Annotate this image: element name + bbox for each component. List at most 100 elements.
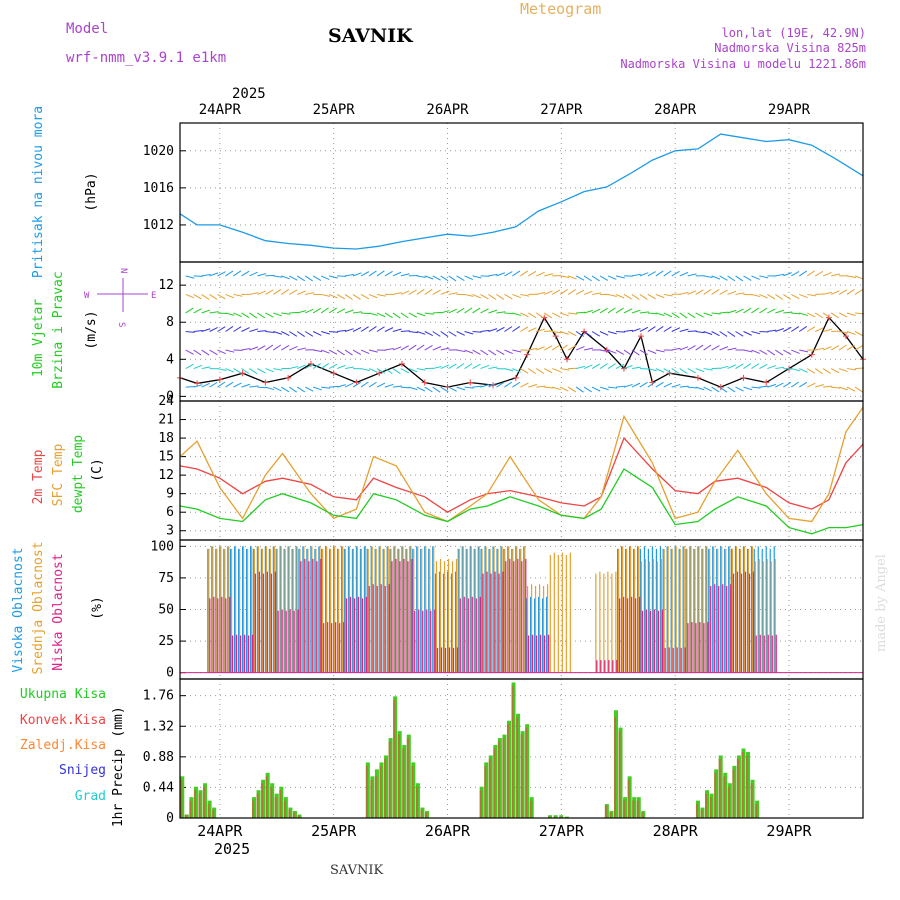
wind-barb xyxy=(552,312,561,318)
wind-barb xyxy=(679,312,688,319)
wind-barb xyxy=(241,312,250,319)
wind-barb xyxy=(193,349,202,356)
wind-speed-marker xyxy=(638,333,645,340)
wind-barb xyxy=(424,312,434,315)
precip-conv-bar xyxy=(411,765,414,818)
wind-speed-marker xyxy=(330,370,337,377)
precip-conv-bar xyxy=(292,812,295,818)
wind-barb xyxy=(289,311,299,314)
wind-barb xyxy=(185,349,194,355)
wind-barb xyxy=(233,270,242,277)
wind-barb xyxy=(440,386,449,393)
wind-barb xyxy=(846,368,857,371)
wind-barb xyxy=(312,331,322,336)
wind-barb xyxy=(671,270,680,277)
wind-barb xyxy=(631,309,641,314)
wind-barb xyxy=(687,386,697,389)
wind-barb xyxy=(623,349,632,356)
wind-barb xyxy=(408,331,418,334)
top-year-label: 2025 xyxy=(232,86,266,102)
wind-barb xyxy=(241,327,250,332)
precip-legend-grid: Zaledj.Kisa xyxy=(20,738,106,753)
wind-barb xyxy=(663,382,673,388)
wind-barb xyxy=(520,368,529,374)
wind-barb xyxy=(576,365,585,370)
wind-barb xyxy=(241,348,251,351)
wind-barb xyxy=(416,331,426,335)
precip-ytick-label: 0.44 xyxy=(143,780,174,795)
precip-conv-bar xyxy=(279,790,282,818)
wind-barb xyxy=(480,329,490,332)
temp-ylabel-1: 2m Temp xyxy=(31,449,46,504)
temp-unit: (C) xyxy=(90,458,105,481)
wind-barb xyxy=(344,309,354,314)
wind-ylabel-2: Brzina i Pravac xyxy=(51,271,66,388)
wind-barb xyxy=(193,384,203,388)
precip-legend-total: Ukupna Kisa xyxy=(20,687,106,702)
wind-barb xyxy=(759,385,769,388)
wind-barb xyxy=(583,331,592,337)
wind-barb xyxy=(743,331,752,336)
wind-barb xyxy=(719,311,729,314)
wind-barb xyxy=(814,327,824,332)
wind-barb xyxy=(472,385,482,388)
wind-barb xyxy=(512,381,521,388)
wind-barb xyxy=(281,289,290,295)
wind-barb xyxy=(480,294,489,300)
wind-barb xyxy=(480,349,489,356)
wind-barb xyxy=(304,275,313,282)
wind-barb xyxy=(695,386,705,391)
wind-barb xyxy=(432,311,442,314)
wind-barb xyxy=(408,344,417,351)
wind-barb xyxy=(273,368,283,371)
precip-conv-bar xyxy=(415,786,418,818)
wind-barb xyxy=(830,368,840,374)
precip-conv-bar xyxy=(618,731,621,818)
wind-barb xyxy=(424,289,433,295)
pressure-line-0 xyxy=(179,133,864,250)
precip-conv-bar xyxy=(265,776,268,818)
precip-conv-bar xyxy=(525,727,528,818)
wind-barb xyxy=(703,344,712,351)
wind-barb xyxy=(822,271,832,277)
wind-barb xyxy=(567,289,576,295)
wind-barb xyxy=(807,312,816,318)
wind-barb xyxy=(281,345,290,351)
footer-station: SAVNIK xyxy=(330,863,384,878)
wind-barb xyxy=(312,363,321,369)
wind-barb xyxy=(321,293,331,297)
wind-speed-marker xyxy=(620,365,627,372)
precip-conv-bar xyxy=(384,758,387,818)
wind-barb xyxy=(735,331,744,337)
precip-conv-bar xyxy=(750,783,753,818)
precip-conv-bar xyxy=(256,793,259,818)
wind-barb xyxy=(814,270,824,277)
wind-barb xyxy=(798,381,808,388)
wind-barb xyxy=(846,312,856,317)
wind-barb xyxy=(265,289,274,295)
wind-barb xyxy=(289,275,298,281)
precip-conv-bar xyxy=(718,758,721,818)
wind-barb xyxy=(719,289,728,295)
wind-barb xyxy=(185,275,195,279)
temperature-ytick-label: 21 xyxy=(158,413,174,428)
wind-barb xyxy=(408,368,418,373)
wind-barb xyxy=(376,382,386,388)
wind-barb xyxy=(185,293,195,299)
wind-barb xyxy=(831,386,841,389)
temp-side-labels: 2m Temp SFC Temp dewpt Temp (C) xyxy=(31,435,105,513)
wind-barb xyxy=(392,385,402,388)
wind-barb xyxy=(384,270,393,277)
wind-barb xyxy=(767,308,776,314)
wind-barb xyxy=(647,368,657,372)
wind-barb xyxy=(615,385,625,388)
wind-barb xyxy=(352,294,361,300)
wind-barb xyxy=(743,386,753,391)
wind-barb xyxy=(456,349,466,353)
wind-barb xyxy=(329,331,339,333)
wind-barb xyxy=(767,329,777,332)
wind-barb xyxy=(775,382,784,388)
lonlat-label: lon,lat (19E, 42.9N) xyxy=(722,26,867,40)
wind-barb xyxy=(360,349,370,355)
wind-barb xyxy=(257,273,267,277)
